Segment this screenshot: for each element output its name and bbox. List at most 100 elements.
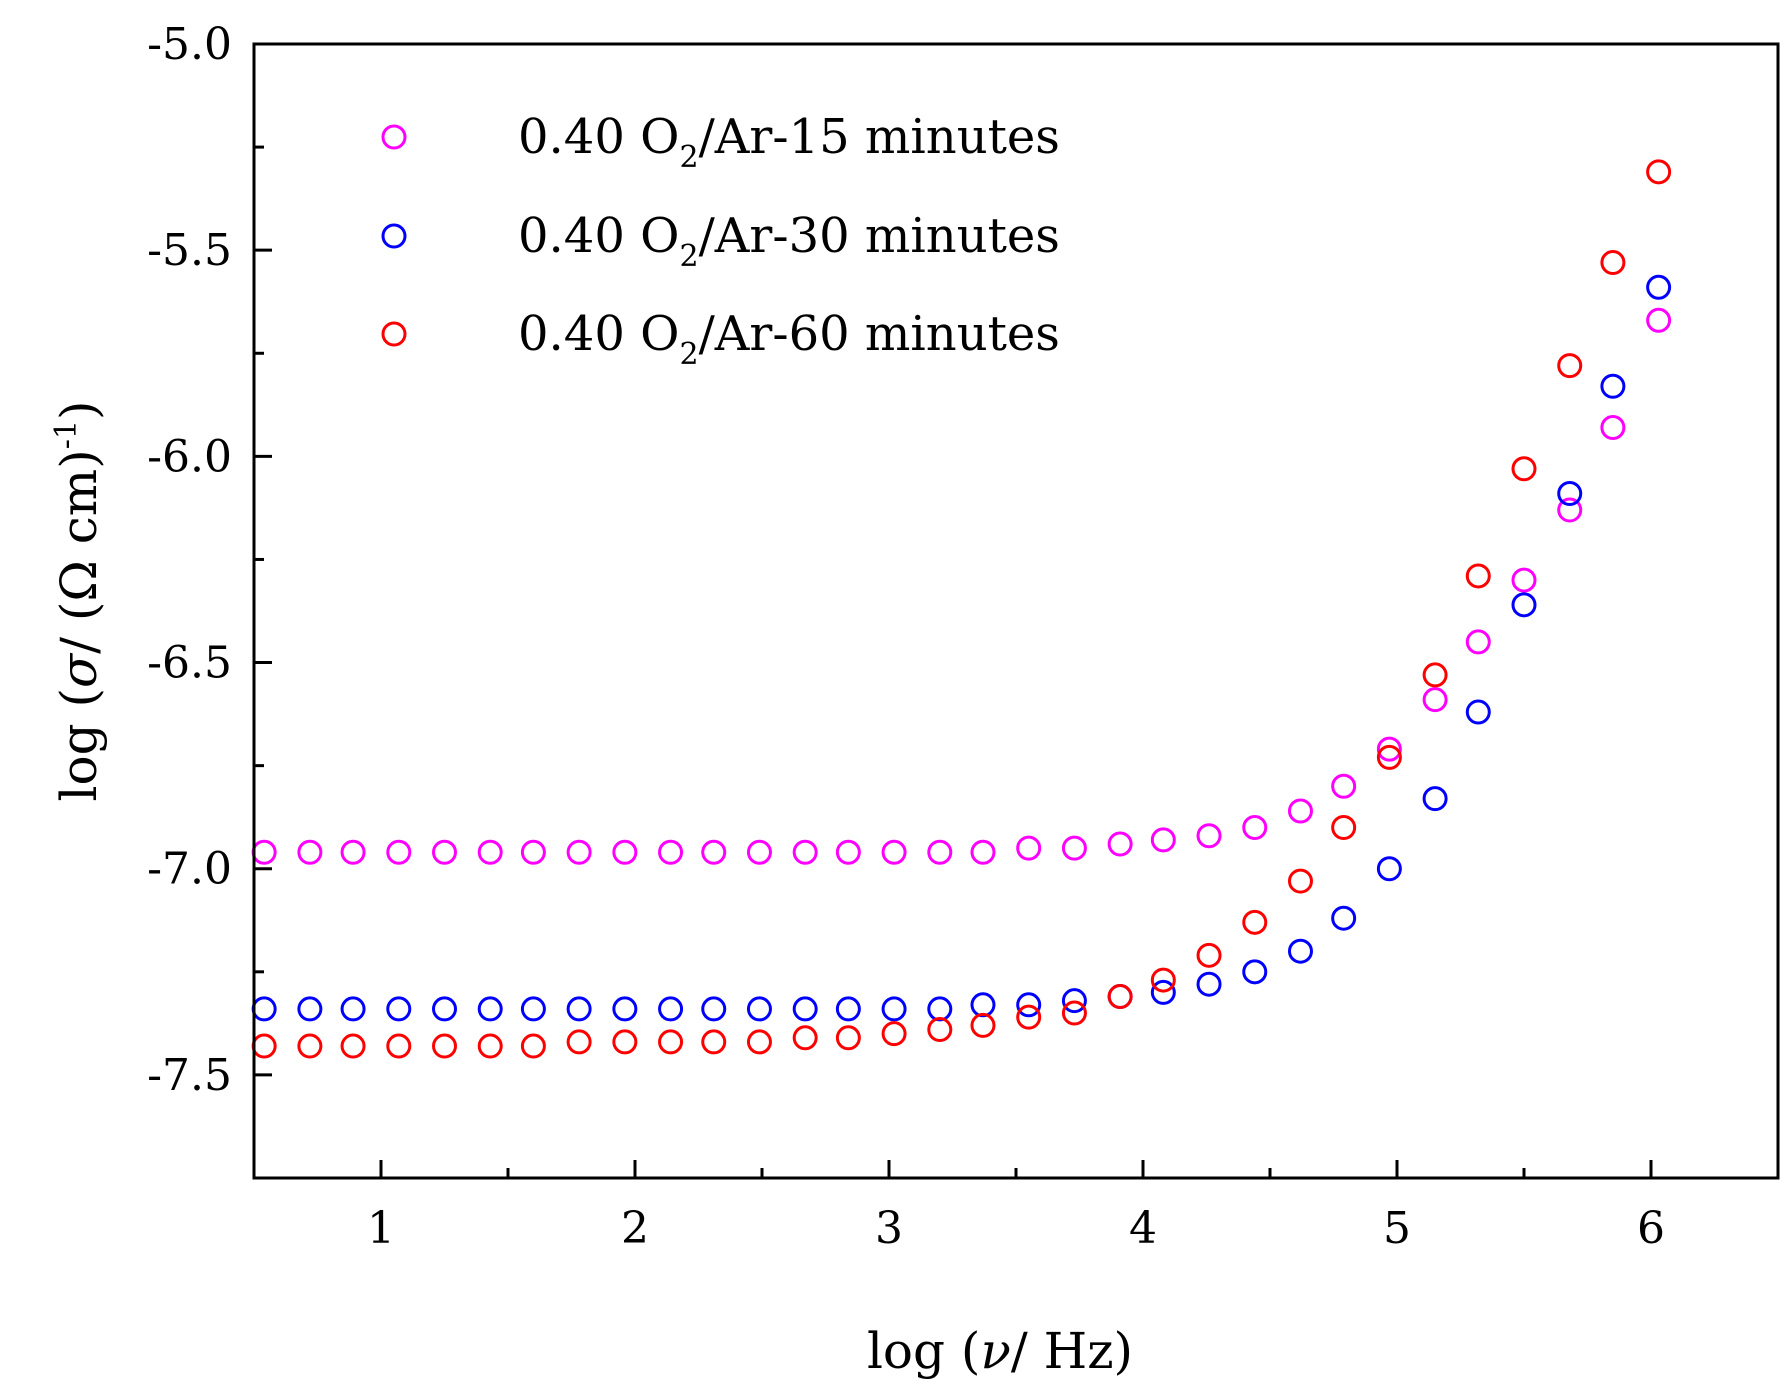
- data-point: [340, 996, 366, 1022]
- data-point: [970, 839, 996, 865]
- data-point: [881, 839, 907, 865]
- data-point: [701, 996, 727, 1022]
- data-point: [1646, 307, 1672, 333]
- data-point: [432, 839, 457, 865]
- data-point: [835, 996, 861, 1022]
- x-axis-title-pre: log (: [867, 1322, 981, 1380]
- legend-label-sub: 2: [679, 337, 698, 372]
- data-point: [1242, 909, 1268, 935]
- data-point: [792, 996, 818, 1022]
- y-tick-label: -5.0: [147, 19, 232, 70]
- y-axis-title: log (σ/ (Ω cm)-1): [49, 401, 108, 802]
- x-axis-title-symbol: ν: [980, 1322, 1010, 1380]
- data-point: [1331, 814, 1357, 840]
- data-point: [792, 839, 818, 865]
- data-point: [612, 996, 638, 1022]
- data-point: [1646, 159, 1672, 185]
- data-point: [1376, 856, 1402, 882]
- legend-label-post: /Ar-60 minutes: [699, 306, 1060, 362]
- data-point: [792, 1025, 818, 1051]
- data-point: [297, 839, 323, 865]
- data-point: [566, 839, 592, 865]
- legend-label: 0.40 O2/Ar-30 minutes: [518, 208, 1060, 274]
- data-points: [251, 159, 1672, 1059]
- data-point: [746, 996, 772, 1022]
- data-point: [1557, 480, 1583, 506]
- data-point: [520, 1033, 546, 1059]
- data-point: [1557, 353, 1583, 379]
- y-tick-label: -6.0: [147, 431, 232, 482]
- data-point: [1196, 823, 1222, 849]
- series-3: [251, 159, 1672, 1059]
- data-point: [658, 839, 684, 865]
- data-point: [612, 1029, 638, 1055]
- data-point: [1331, 773, 1357, 799]
- x-tick-label: 1: [367, 1203, 395, 1254]
- axis-ticks: [254, 42, 1653, 1178]
- legend-marker: [381, 321, 407, 347]
- legend-label: 0.40 O2/Ar-15 minutes: [518, 109, 1060, 175]
- data-point: [1600, 414, 1626, 440]
- y-axis-title-sup: -1: [49, 420, 84, 449]
- data-point: [927, 839, 953, 865]
- series-1: [251, 307, 1672, 865]
- data-point: [1287, 798, 1313, 824]
- x-tick-label: 2: [621, 1203, 649, 1254]
- legend-marker: [381, 223, 407, 249]
- series-2: [251, 274, 1672, 1022]
- legend-label-pre: 0.40 O: [518, 306, 679, 362]
- data-point: [1422, 687, 1448, 713]
- data-point: [658, 996, 684, 1022]
- x-tick-label: 6: [1637, 1203, 1665, 1254]
- legend-label-post: /Ar-30 minutes: [699, 208, 1060, 264]
- data-point: [835, 839, 861, 865]
- data-point: [835, 1025, 861, 1051]
- data-point: [1016, 835, 1042, 861]
- data-point: [1016, 1004, 1042, 1030]
- y-tick-label: -6.5: [147, 638, 232, 689]
- data-point: [1061, 1000, 1087, 1026]
- data-point: [297, 1033, 323, 1059]
- data-point: [1242, 959, 1268, 985]
- data-point: [1422, 662, 1448, 688]
- data-point: [1150, 979, 1176, 1005]
- data-point: [1150, 967, 1176, 993]
- y-axis-title-post: / (Ω cm): [50, 449, 108, 654]
- legend-label-sub: 2: [679, 140, 698, 175]
- data-point: [477, 839, 503, 865]
- legend-marker: [381, 124, 407, 150]
- data-point: [1376, 744, 1402, 770]
- data-point: [1287, 938, 1313, 964]
- data-point: [520, 996, 546, 1022]
- x-axis-title: log (ν/ Hz): [867, 1322, 1133, 1380]
- data-point: [1511, 592, 1537, 618]
- data-point: [1511, 567, 1537, 593]
- data-point: [1107, 984, 1133, 1010]
- y-tick-label: -7.0: [147, 844, 232, 895]
- data-point: [1511, 456, 1537, 482]
- data-point: [1331, 905, 1357, 931]
- data-point: [1376, 736, 1402, 762]
- data-point: [520, 839, 546, 865]
- data-point: [477, 1033, 503, 1059]
- data-point: [970, 1012, 996, 1038]
- data-point: [927, 1017, 953, 1043]
- data-point: [1600, 250, 1626, 276]
- data-point: [746, 1029, 772, 1055]
- data-point: [1422, 786, 1448, 812]
- data-point: [1287, 868, 1313, 894]
- data-point: [1196, 942, 1222, 968]
- x-tick-label: 5: [1383, 1203, 1411, 1254]
- y-tick-label: -7.5: [147, 1050, 232, 1101]
- x-tick-label: 3: [875, 1203, 903, 1254]
- data-point: [701, 839, 727, 865]
- legend-label-sub: 2: [679, 239, 698, 274]
- plot-frame: [252, 42, 1780, 1180]
- data-point: [566, 1029, 592, 1055]
- data-point: [1465, 629, 1491, 655]
- axis-tick-labels: 1 2 3 4 5 6 -5.0 -5.5 -6.0 -6.5 -7.0 -7.5: [147, 19, 1665, 1254]
- x-axis-title-post: / Hz): [1011, 1322, 1133, 1380]
